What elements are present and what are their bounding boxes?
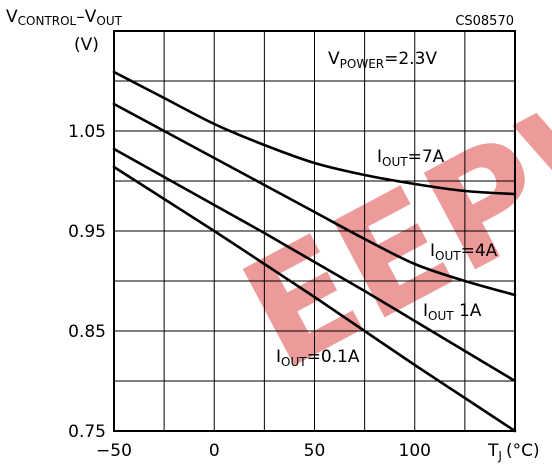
series-label-1a: IOUT 1A (423, 301, 482, 323)
watermark-text: EEPW (217, 25, 552, 404)
x-tick-label: 0 (209, 441, 220, 461)
x-axis-label: TJ (°C) (487, 441, 540, 463)
series-line-0 (112, 70, 517, 196)
series-line-1 (112, 102, 517, 297)
plot-frame (113, 30, 516, 432)
series-label-4a: IOUT=4A (430, 241, 498, 263)
x-tick-label: −50 (96, 441, 132, 461)
figure-code: CS08570 (455, 14, 514, 29)
series-line-2 (112, 147, 517, 383)
x-tick-label: 50 (304, 441, 326, 461)
series-label-0-1a: IOUT=0.1A (276, 347, 360, 369)
y-tick-label: 0.75 (68, 422, 106, 442)
y-ticks: 0.75 0.85 0.95 1.05 (68, 122, 106, 442)
y-tick-label: 0.85 (68, 322, 106, 342)
x-tick-label: 100 (399, 441, 431, 461)
y-tick-label: 1.05 (68, 122, 106, 142)
condition-label: VPOWER=2.3V (328, 49, 437, 71)
curves (112, 70, 517, 433)
y-axis-label: VCONTROL–VOUT (6, 7, 123, 28)
y-axis-unit: (V) (74, 35, 99, 55)
x-ticks: −50 0 50 100 (96, 441, 431, 461)
grid (114, 31, 515, 431)
watermark: EEPW (217, 25, 552, 404)
y-tick-label: 0.95 (68, 222, 106, 242)
series-line-3 (112, 165, 517, 433)
series-label-7a: IOUT=7A (377, 147, 445, 169)
